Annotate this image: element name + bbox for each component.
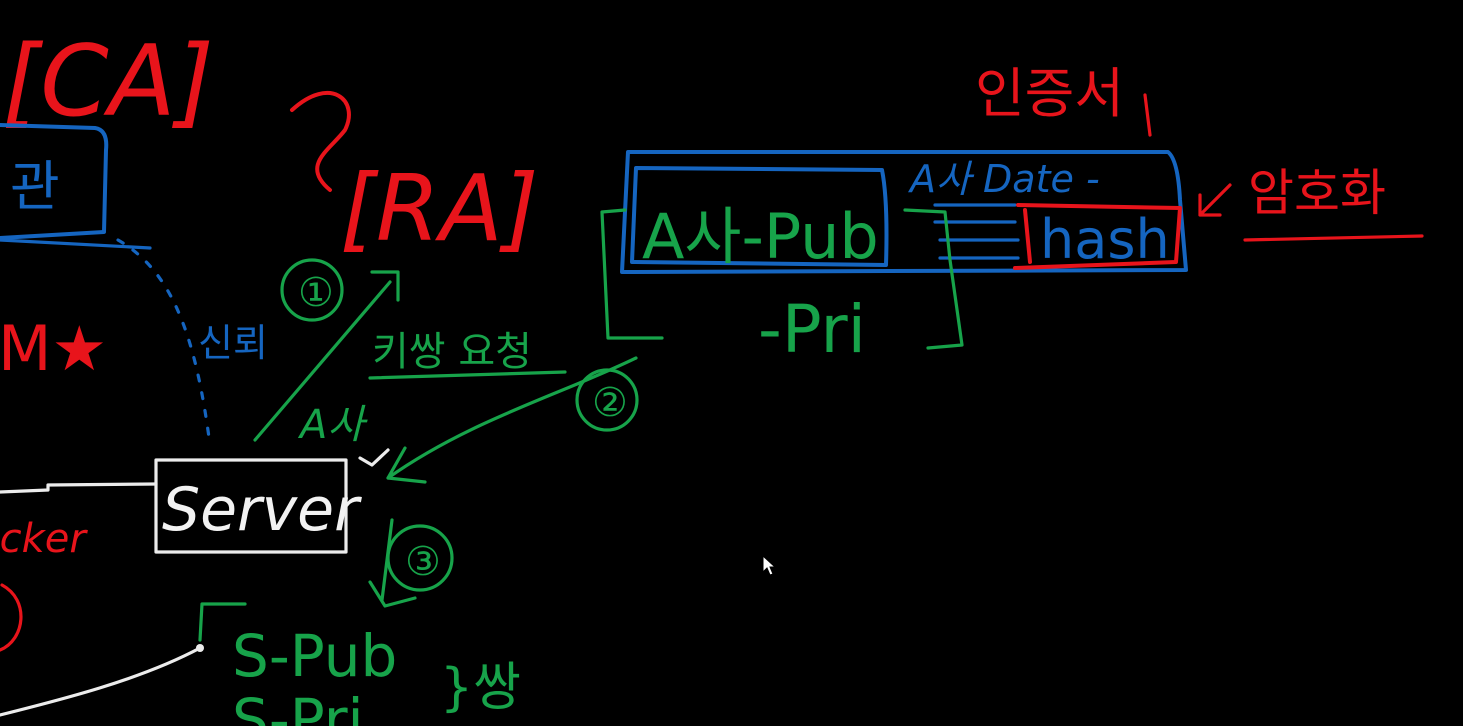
step2-circle bbox=[575, 368, 639, 432]
step3-label: ③ bbox=[405, 539, 441, 585]
step1-arrow bbox=[253, 270, 400, 442]
hacker-label: Hacker bbox=[0, 516, 88, 562]
trust-dashed-line bbox=[116, 238, 212, 447]
step1-label: ① bbox=[298, 270, 334, 316]
s-keys-white-line bbox=[0, 646, 202, 717]
s-pub-label: S-Pub bbox=[232, 622, 397, 690]
s-pri-label: S-Pri bbox=[232, 686, 364, 726]
hash-box bbox=[1013, 203, 1182, 270]
ca-label: [CA] bbox=[2, 25, 214, 139]
left-blue-underline bbox=[0, 238, 152, 250]
svg-text:[RA]: [RA] bbox=[340, 155, 539, 262]
encrypt-arrow bbox=[1198, 183, 1232, 217]
company-a-label: A사 bbox=[297, 402, 368, 448]
step2-label: ② bbox=[592, 380, 628, 426]
server-box bbox=[154, 458, 348, 554]
pub-pri-bracket-right bbox=[903, 208, 964, 350]
cert-inner-box bbox=[630, 166, 889, 267]
a-date-label: A사 Date - bbox=[907, 157, 1100, 201]
ca-ra-connector bbox=[290, 90, 351, 192]
pair-label: }쌍 bbox=[440, 658, 521, 718]
server-left-line bbox=[0, 482, 158, 494]
cert-pointer bbox=[1143, 93, 1152, 137]
equals-lines bbox=[933, 203, 1020, 260]
left-blue-box bbox=[0, 123, 109, 240]
pub-pri-bracket-left bbox=[600, 208, 664, 340]
a-pri-label: -Pri bbox=[758, 291, 866, 368]
step2-arrow bbox=[386, 356, 638, 484]
star-text: M★ bbox=[0, 312, 107, 385]
cert-label: 인증서 bbox=[975, 62, 1124, 125]
server-label: Server bbox=[162, 475, 362, 545]
hash-box-left bbox=[1023, 208, 1032, 264]
cert-outer-box bbox=[620, 150, 1188, 274]
trust-label: 신뢰 bbox=[198, 321, 268, 365]
hash-label: hash bbox=[1040, 208, 1170, 271]
s-keys-dot bbox=[196, 644, 204, 652]
ra-label: [RA] bbox=[340, 155, 539, 262]
arrow-cursor bbox=[762, 554, 777, 576]
left-blue-text: 관 bbox=[10, 155, 60, 218]
step1-circle bbox=[280, 258, 344, 322]
a-pub-label: A사-Pub bbox=[642, 200, 879, 273]
step3-arrow bbox=[368, 518, 417, 608]
server-check-mark bbox=[358, 448, 390, 467]
request-underline bbox=[368, 370, 567, 380]
svg-text:[CA]: [CA] bbox=[2, 25, 214, 139]
encrypt-label: 암호화 bbox=[1248, 164, 1386, 222]
request-label: 키쌍 요청 bbox=[372, 329, 532, 375]
encrypt-underline bbox=[1243, 234, 1424, 242]
s-keys-bracket bbox=[198, 602, 247, 642]
red-circle-fragment bbox=[0, 583, 23, 652]
